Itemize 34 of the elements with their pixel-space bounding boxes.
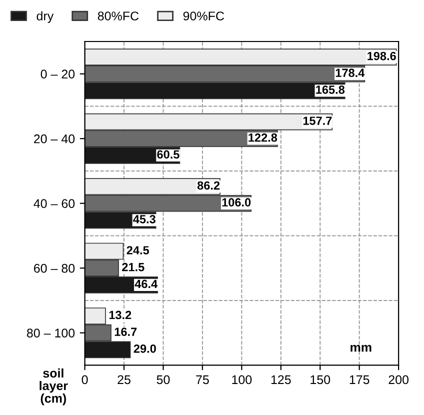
y-tick-label: 60 – 80 (34, 264, 75, 273)
text: 21.5 (122, 262, 144, 272)
x-tick-label: 125 (271, 375, 291, 384)
text: 198.6 (368, 52, 396, 60)
text: 157.7 (303, 116, 332, 125)
x-tick-label: 0 (82, 375, 88, 384)
text: 86.2 (197, 181, 220, 190)
y-tick-label: 80 – 100 (26, 328, 75, 338)
text: 46.4 (134, 280, 158, 288)
x-axis-title: mm (350, 344, 372, 352)
x-tick-label: 25 (118, 375, 130, 384)
legend-label: 90%FC (183, 12, 224, 20)
y-axis-title: soil layer (cm) (40, 368, 68, 406)
text: 45.3 (133, 214, 156, 224)
text: 165.8 (316, 86, 345, 94)
x-tick-label: 200 (388, 375, 408, 384)
text: 60.5 (157, 150, 180, 159)
y-tick-label: 20 – 40 (34, 134, 75, 144)
y-tick-label: 0 – 20 (40, 70, 75, 79)
x-tick-label: 150 (310, 375, 330, 384)
text: 106.0 (222, 198, 251, 207)
legend-label: dry (36, 11, 54, 23)
x-tick-label: 50 (156, 375, 170, 384)
x-tick-label: 75 (196, 375, 209, 384)
text: 13.2 (109, 310, 132, 320)
text: 29.0 (134, 344, 156, 353)
legend-label: 80%FC (98, 12, 139, 20)
x-tick-label: 100 (232, 375, 252, 384)
text: 16.7 (114, 328, 137, 336)
text: 178.4 (336, 68, 365, 78)
text: 24.5 (126, 246, 150, 254)
text: 122.8 (248, 133, 278, 142)
x-tick-label: 175 (350, 375, 370, 384)
y-tick-label: 40 – 60 (34, 199, 75, 208)
